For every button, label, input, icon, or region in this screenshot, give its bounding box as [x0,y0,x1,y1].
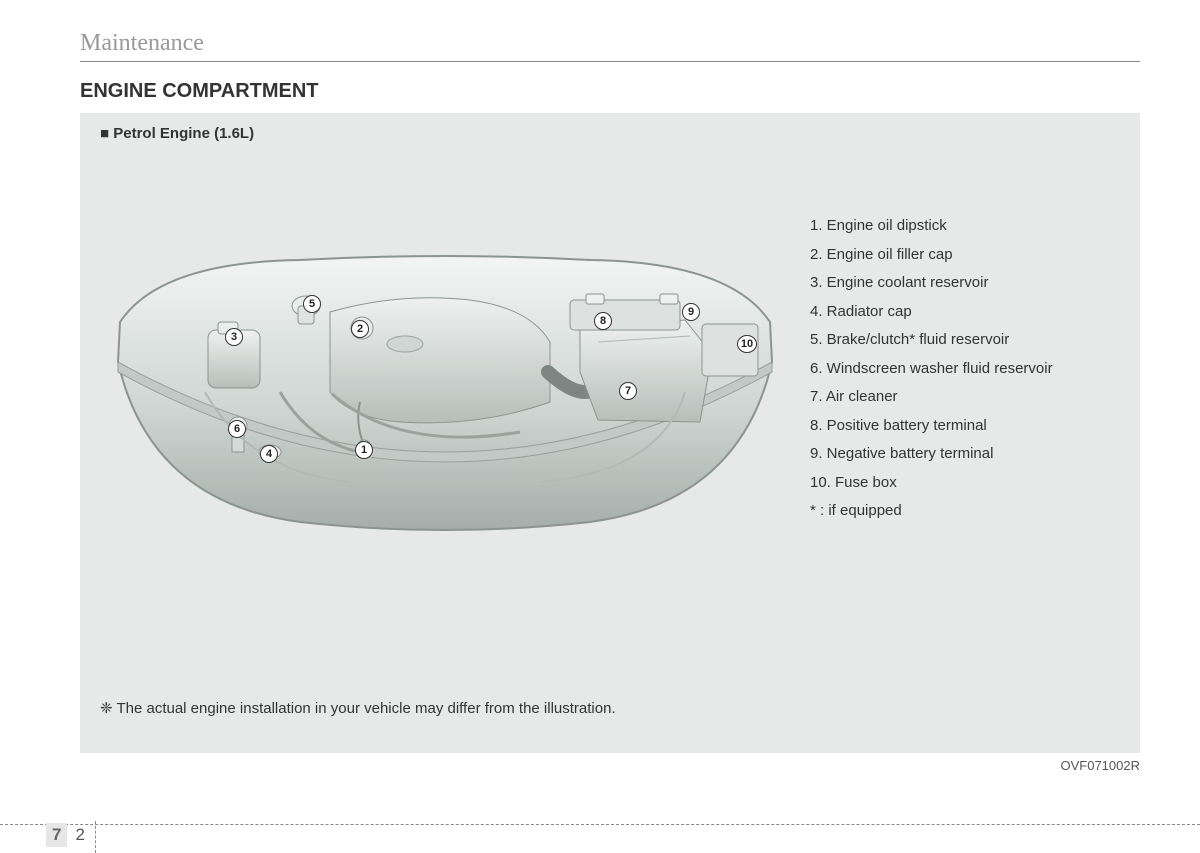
disclaimer-note: The actual engine installation in your v… [100,699,616,717]
legend-item: 9. Negative battery terminal [810,440,1053,469]
legend-item: 4. Radiator cap [810,298,1053,327]
callout-5: 5 [303,295,321,313]
callout-10: 10 [737,335,757,353]
legend-item: 3. Engine coolant reservoir [810,269,1053,298]
legend-item: 2. Engine oil filler cap [810,241,1053,270]
legend-item: 5. Brake/clutch* fluid reservoir [810,326,1053,355]
engine-svg [100,242,790,542]
callout-6: 6 [228,420,246,438]
callout-2: 2 [351,320,369,338]
callout-4: 4 [260,445,278,463]
page-footer: 7 2 [0,824,1200,825]
page-tab: 7 2 [40,821,96,853]
callout-8: 8 [594,312,612,330]
callout-3: 3 [225,328,243,346]
legend-item: 1. Engine oil dipstick [810,212,1053,241]
callout-1: 1 [355,441,373,459]
legend: 1. Engine oil dipstick 2. Engine oil fil… [810,212,1053,526]
callout-7: 7 [619,382,637,400]
callout-9: 9 [682,303,700,321]
engine-variant-label: Petrol Engine (1.6L) [100,125,1120,142]
page-number: 2 [75,825,84,845]
chapter-title: Maintenance [80,30,1140,62]
legend-item: 8. Positive battery terminal [810,412,1053,441]
page-chapter-number: 7 [46,823,67,847]
legend-item: 6. Windscreen washer fluid reservoir [810,355,1053,384]
legend-footnote: * : if equipped [810,497,1053,526]
diagram-area: 1 2 3 4 5 6 7 8 9 10 1. Engine oil dipst… [100,242,1120,542]
figure-box: Petrol Engine (1.6L) [80,113,1140,753]
engine-diagram: 1 2 3 4 5 6 7 8 9 10 [100,242,790,542]
legend-item: 7. Air cleaner [810,383,1053,412]
legend-item: 10. Fuse box [810,469,1053,498]
figure-id: OVF071002R [1061,758,1141,773]
section-title: ENGINE COMPARTMENT [80,80,1140,103]
